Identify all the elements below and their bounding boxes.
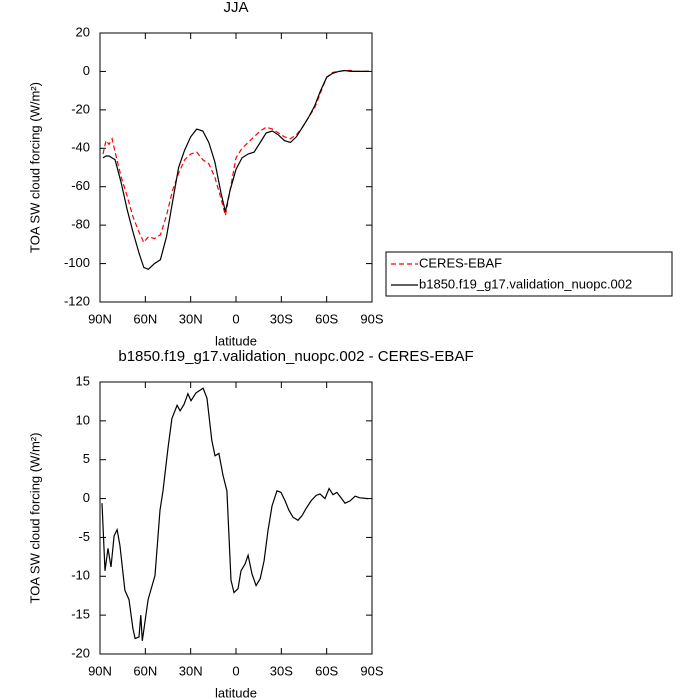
x-tick-label: 90S [360, 663, 383, 678]
x-tick-label: 60N [133, 311, 157, 326]
y-tick-label: -10 [71, 568, 90, 583]
y-tick-label: 20 [76, 24, 90, 39]
legend-box [385, 251, 673, 297]
plot-frame [99, 32, 373, 303]
y-tick-label: 15 [76, 373, 90, 388]
y-tick-label: -100 [64, 255, 90, 270]
y-tick-label: -20 [71, 101, 90, 116]
x-axis-label: latitude [215, 333, 257, 348]
chart-title: JJA [223, 0, 248, 16]
x-tick-label: 60S [315, 311, 338, 326]
data-line [102, 69, 369, 271]
data-line [101, 387, 369, 641]
y-tick-label: -20 [71, 645, 90, 660]
x-tick-label: 60N [133, 663, 157, 678]
x-tick-label: 90N [88, 663, 112, 678]
x-tick-label: 90S [360, 311, 383, 326]
x-tick-label: 30S [270, 311, 293, 326]
y-tick-label: -15 [71, 607, 90, 622]
y-tick-label: 5 [83, 451, 90, 466]
chart-title: b1850.f19_g17.validation_nuopc.002 - CER… [118, 348, 473, 365]
y-tick-label: -80 [71, 217, 90, 232]
y-axis-label: TOA SW cloud forcing (W/m²) [27, 433, 42, 604]
data-line [102, 69, 369, 244]
plot-frame [99, 381, 373, 655]
legend-label: CERES-EBAF [419, 255, 502, 270]
y-tick-label: 0 [83, 63, 90, 78]
y-tick-label: 0 [83, 490, 90, 505]
y-axis-label: TOA SW cloud forcing (W/m²) [27, 82, 42, 253]
x-tick-label: 60S [315, 663, 338, 678]
y-tick-label: -5 [78, 529, 90, 544]
x-tick-label: 90N [88, 311, 112, 326]
x-tick-label: 30N [179, 663, 203, 678]
y-tick-label: -120 [64, 293, 90, 308]
x-axis-label: latitude [215, 685, 257, 700]
legend-label: b1850.f19_g17.validation_nuopc.002 [419, 276, 632, 291]
y-tick-label: -60 [71, 178, 90, 193]
x-tick-label: 30S [270, 663, 293, 678]
y-tick-label: 10 [76, 412, 90, 427]
x-tick-label: 30N [179, 311, 203, 326]
x-tick-label: 0 [232, 311, 239, 326]
y-tick-label: -40 [71, 140, 90, 155]
x-tick-label: 0 [232, 663, 239, 678]
